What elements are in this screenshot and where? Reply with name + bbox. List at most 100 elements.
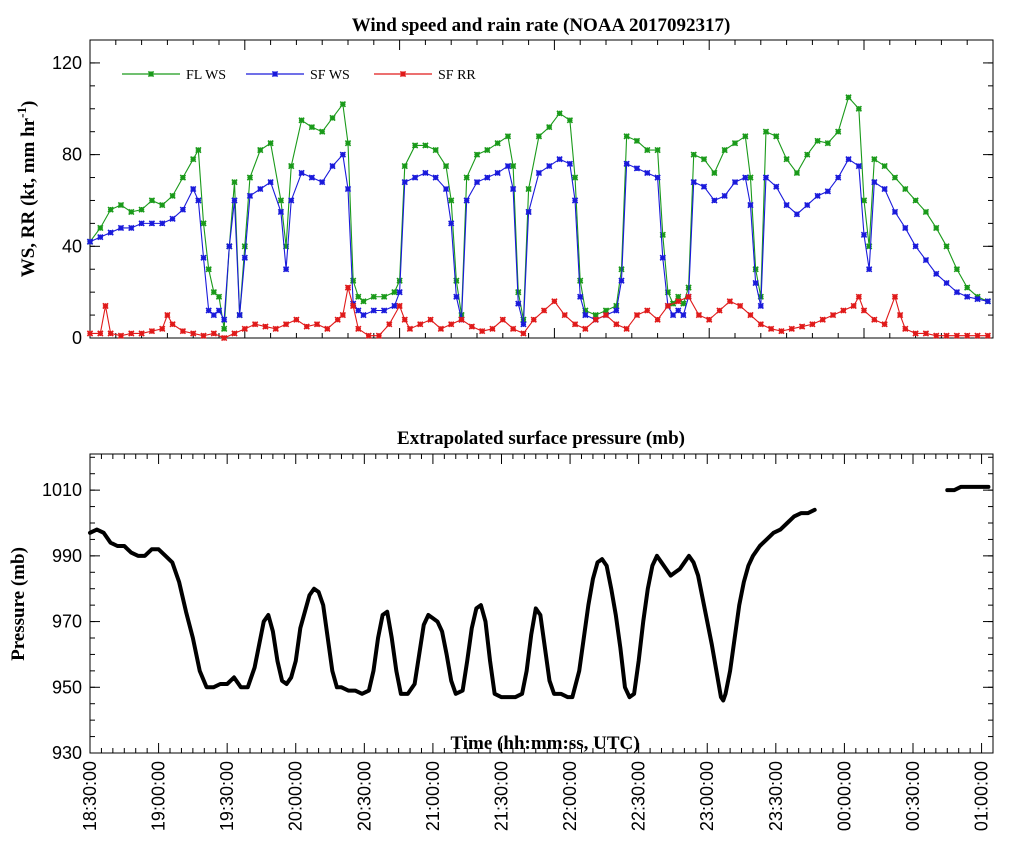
data-point [344,185,352,193]
data-point [814,137,821,145]
data-point [685,293,692,300]
data-point [339,101,347,108]
data-point [448,220,455,227]
data-point [344,139,352,147]
pressure-x-tick-label: 23:00:00 [697,761,717,831]
data-point [974,295,981,303]
data-point [804,151,811,158]
data-point [375,332,383,339]
data-point [747,201,754,209]
data-point [169,192,176,200]
data-point [773,133,780,140]
data-point [690,178,697,186]
data-point [824,139,832,147]
data-point [700,156,708,163]
data-point [391,288,398,296]
data-point [829,311,837,319]
data-point [835,128,842,135]
data-point [319,128,326,135]
pressure-y-axis-label: Pressure (mb) [8,547,29,661]
pressure-y-tick-label: 970 [52,612,82,632]
data-point [86,238,94,245]
data-point [902,325,909,332]
data-point [411,142,419,149]
data-point [943,332,950,339]
data-point [148,197,156,204]
data-point [700,183,708,190]
data-point [845,156,852,163]
data-point [277,208,285,216]
pressure-x-axis-label: Time (hh:mm:ss, UTC) [450,733,639,754]
data-point [783,201,790,209]
data-point [468,323,476,330]
data-point [117,224,125,232]
data-point [324,325,331,332]
data-point [282,321,290,328]
data-point [515,300,522,307]
data-point [561,311,568,319]
data-point [922,330,930,337]
data-point [659,231,666,239]
pressure-line-segment [945,484,991,493]
series-line-sf-ws [89,153,988,325]
data-point [592,316,599,323]
data-point [943,243,950,250]
data-point [169,321,176,328]
data-point [190,185,197,193]
data-point [329,162,336,170]
data-point [349,302,357,310]
data-point [298,169,305,177]
data-point [881,162,888,170]
data-point [220,316,228,323]
data-point [793,169,801,177]
pressure-x-tick-label: 00:30:00 [903,761,923,831]
data-point [355,325,362,332]
data-point [355,293,362,300]
data-point [422,169,429,177]
data-point [272,325,279,332]
data-point [721,192,728,200]
data-point [267,139,274,147]
data-point [293,316,300,323]
data-point [159,325,166,332]
pressure-x-tick-labels: 18:30:00 19:00:00 19:30:00 20:00:00 20:30:00… [80,761,992,831]
data-point [695,311,703,319]
data-point [334,316,341,323]
data-point [623,325,630,332]
data-point [721,146,728,154]
data-point [731,178,739,186]
data-point [231,178,238,186]
data-point [592,311,599,319]
data-point [933,332,940,339]
data-point [577,277,584,284]
data-point [246,174,254,181]
legend-label: SF WS [310,68,350,83]
data-point [365,332,372,339]
data-point [912,197,919,204]
wind-rain-y-tick-label: 0 [72,328,82,348]
data-point [525,208,532,216]
data-point [190,156,197,163]
data-point [138,206,145,213]
data-point [236,311,243,319]
pressure-y-tick-label: 930 [52,743,82,763]
pressure-plot-frame [89,453,994,754]
data-point [427,316,434,323]
series-sf-rr [86,284,992,342]
wind-rain-y-tick-labels: 0 40 80 120 [52,53,82,348]
data-point [117,332,125,339]
data-point [308,174,316,181]
pressure-y-tick-label: 950 [52,677,82,697]
data-point [762,174,770,181]
pressure-x-tick-label: 21:30:00 [491,761,511,831]
data-point [453,293,460,300]
data-point [644,146,651,154]
data-point [757,302,764,310]
data-point [747,174,754,181]
data-point [148,220,156,227]
data-point [675,298,682,305]
data-point [654,146,661,154]
data-point [520,330,527,337]
data-point [504,162,512,170]
data-point [731,139,739,147]
